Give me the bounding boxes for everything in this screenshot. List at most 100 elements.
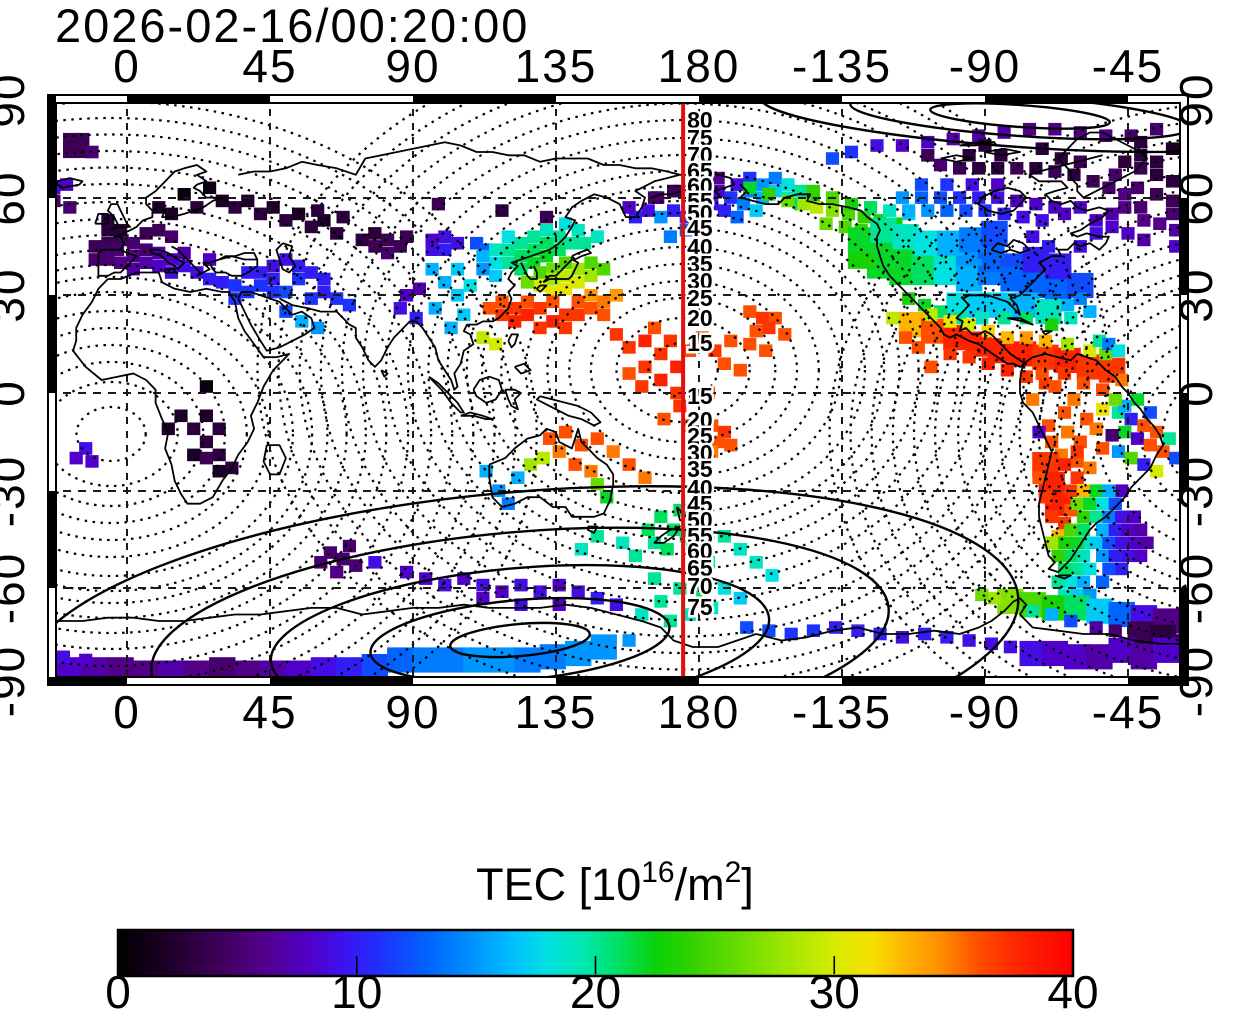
tec-cell	[635, 380, 649, 393]
tec-cell	[590, 432, 604, 445]
tec-cell	[234, 660, 261, 677]
tec-cell	[1032, 471, 1046, 484]
tec-cell	[342, 539, 356, 553]
tec-cell	[438, 578, 452, 592]
geomagnetic-contour-south	[269, 563, 771, 677]
tec-cell	[1115, 536, 1129, 550]
tec-cell	[317, 285, 331, 299]
tec-cell	[279, 285, 293, 299]
tec-cell	[940, 204, 954, 217]
tec-cell	[1169, 240, 1180, 253]
tec-cell	[959, 204, 973, 217]
tec-cell	[1150, 425, 1164, 439]
tec-cell	[1083, 461, 1097, 475]
tec-cell	[654, 373, 668, 387]
tec-cell	[1096, 523, 1110, 537]
tec-cell	[1067, 393, 1081, 406]
lon-tick-label-top: -45	[1092, 40, 1164, 92]
geomagnetic-contour-south	[369, 596, 671, 677]
tec-cell	[425, 243, 439, 256]
solar-zenith-contour-label: 20	[687, 305, 713, 331]
colorbar-frame	[116, 928, 1075, 978]
tec-cell	[628, 549, 642, 563]
tec-cell	[292, 207, 306, 221]
tec-cell	[733, 363, 747, 377]
tec-cell	[438, 230, 452, 243]
tec-cell	[1150, 168, 1164, 182]
coastline	[977, 186, 1028, 215]
coastline	[56, 177, 84, 189]
tec-cell	[228, 201, 242, 214]
tec-cell	[400, 565, 414, 579]
solar-zenith-contour	[934, 189, 1180, 677]
geomagnetic-contour-south	[449, 621, 591, 659]
tec-cell	[733, 591, 747, 605]
tec-cell	[164, 207, 179, 221]
tec-cell	[953, 191, 967, 204]
coastline	[653, 525, 681, 544]
tec-cell	[520, 295, 534, 309]
tec-cell	[778, 328, 792, 341]
tec-cell	[533, 302, 547, 315]
tec-cell	[705, 419, 719, 432]
latlon-grid-layer	[56, 103, 1180, 677]
tec-cell	[539, 644, 566, 670]
tec-cell	[126, 236, 140, 250]
coastline	[1019, 353, 1164, 573]
solar-zenith-contour-label: 25	[687, 285, 713, 311]
tec-cell	[1064, 575, 1078, 589]
tec-cell	[1022, 122, 1037, 136]
coastline	[428, 375, 465, 414]
coastline	[571, 248, 592, 261]
tec-cell	[69, 451, 83, 465]
tec-cell	[1111, 344, 1126, 357]
tec-cell	[368, 240, 382, 253]
tec-cell	[450, 236, 465, 250]
tec-cell	[1019, 640, 1046, 667]
tec-cell	[1115, 373, 1129, 387]
tec-cell	[368, 556, 382, 569]
tec-cell	[501, 243, 515, 256]
solar-zenith-contour	[56, 309, 270, 559]
tec-cell	[1076, 575, 1091, 589]
coastline	[238, 141, 681, 176]
tec-cell	[914, 230, 941, 256]
tec-cell	[1086, 644, 1113, 670]
tec-cell	[203, 181, 217, 195]
tec-cell	[641, 204, 655, 217]
coastline	[1041, 330, 1053, 336]
tec-cell	[759, 344, 773, 357]
tec-cell	[965, 178, 979, 191]
tec-cell	[199, 380, 213, 393]
tec-cell	[670, 360, 684, 374]
tec-cell	[1045, 318, 1059, 331]
tec-cell	[883, 204, 897, 217]
solar-zenith-contour-label: 80	[687, 107, 713, 133]
tec-cell	[686, 543, 700, 556]
tec-cell	[101, 253, 115, 266]
tec-cell	[101, 223, 115, 237]
solar-zenith-contour	[56, 103, 538, 677]
tec-cell	[597, 308, 611, 322]
tec-cell	[1096, 575, 1110, 589]
tec-cell	[1169, 223, 1180, 237]
tec-cell	[489, 256, 503, 269]
solar-zenith-contour-label: 70	[687, 573, 713, 599]
tec-cell	[705, 197, 719, 211]
tec-cell	[616, 536, 630, 550]
tec-cell	[56, 650, 70, 664]
tec-cell	[921, 149, 935, 162]
tec-cell	[899, 331, 913, 344]
solar-zenith-contour	[546, 262, 820, 478]
tec-cell	[1089, 422, 1103, 436]
tec-cell	[190, 266, 204, 279]
solar-zenith-contour	[524, 245, 842, 495]
tec-cell	[654, 595, 668, 608]
tec-cell	[1108, 168, 1122, 182]
contour-value-labels: 8075706560555045403530252015152025303540…	[685, 105, 716, 623]
tec-cell	[743, 171, 757, 185]
solar-zenith-contour	[446, 184, 920, 556]
tec-cell	[476, 249, 490, 263]
tec-cell	[1057, 367, 1072, 380]
tec-cell	[1029, 197, 1043, 211]
